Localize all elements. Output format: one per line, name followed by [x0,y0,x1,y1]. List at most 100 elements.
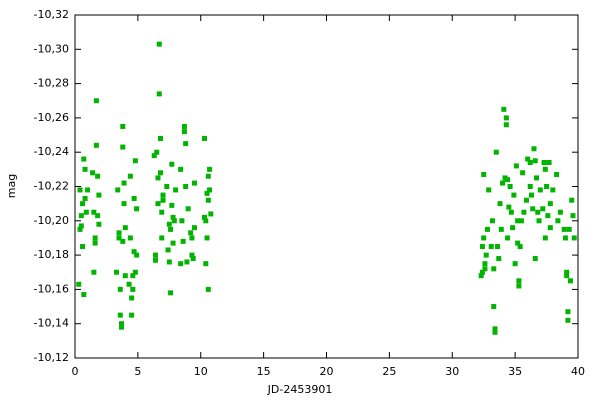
point [481,235,487,241]
point [191,225,197,231]
point [482,266,488,272]
point [532,158,538,164]
point [131,196,137,202]
point [484,226,490,232]
point [204,190,210,196]
point [547,225,553,231]
point [536,218,542,224]
x-axis-label: JD-2453901 [267,383,333,396]
point [515,240,521,246]
point [117,286,123,292]
point [503,115,509,121]
point [562,235,568,241]
point [81,292,87,298]
point [188,230,194,236]
point [127,235,133,241]
point [497,201,503,207]
point [179,218,185,224]
x-tick-label: 40 [571,365,585,378]
point [498,226,504,232]
point [561,226,567,232]
point [178,261,184,267]
point [571,235,577,241]
point [534,175,540,181]
point [169,161,175,167]
point [81,156,87,162]
point [204,235,210,241]
y-axis-label: mag [5,174,18,198]
point [117,312,123,318]
point [545,213,551,219]
point [166,221,172,227]
point [482,261,488,267]
point [178,166,184,172]
point [129,295,135,301]
point [113,269,119,275]
point [132,158,138,164]
point [173,187,179,193]
point [540,206,546,212]
point [492,329,498,335]
point [190,256,196,262]
point [202,214,208,220]
point [516,278,522,284]
y-tick-label: -10,12 [34,351,69,364]
point [130,286,136,292]
y-tick-label: -10,14 [34,317,69,330]
point [506,204,512,210]
point [542,166,548,172]
point [120,123,126,129]
point [510,225,516,231]
point [156,41,162,47]
point [168,290,174,296]
y-tick-label: -10,22 [34,180,69,193]
point [511,192,517,198]
point [158,170,164,176]
point [95,213,101,219]
point [180,238,186,244]
point [566,226,572,232]
x-tick-label: 30 [445,365,459,378]
x-tick-label: 20 [320,365,334,378]
point [547,201,553,207]
point [152,257,158,263]
point [512,261,518,267]
y-tick-label: -10,20 [34,214,69,227]
point [544,184,550,189]
point [165,247,171,253]
point [119,321,125,327]
point [82,196,88,202]
point [493,149,499,155]
point [183,141,189,147]
point [500,180,506,186]
point [517,244,523,250]
point [181,129,187,135]
point [505,235,511,241]
point [555,218,561,224]
point [91,209,97,215]
point [130,273,136,279]
point [169,202,175,208]
point [96,221,102,227]
point [527,184,533,189]
point [488,244,494,250]
x-tick-label: 10 [194,365,208,378]
point [189,235,195,241]
point [523,197,529,203]
point [501,106,507,112]
point [121,180,127,186]
point [82,166,88,172]
point [479,269,485,275]
point [159,209,165,215]
point [486,187,492,193]
point [205,173,211,179]
point [126,281,132,287]
point [189,252,195,258]
y-tick-label: -10,16 [34,282,69,295]
point [158,135,164,141]
point [203,218,209,224]
point [160,192,166,198]
point [530,206,536,212]
point [92,235,98,241]
